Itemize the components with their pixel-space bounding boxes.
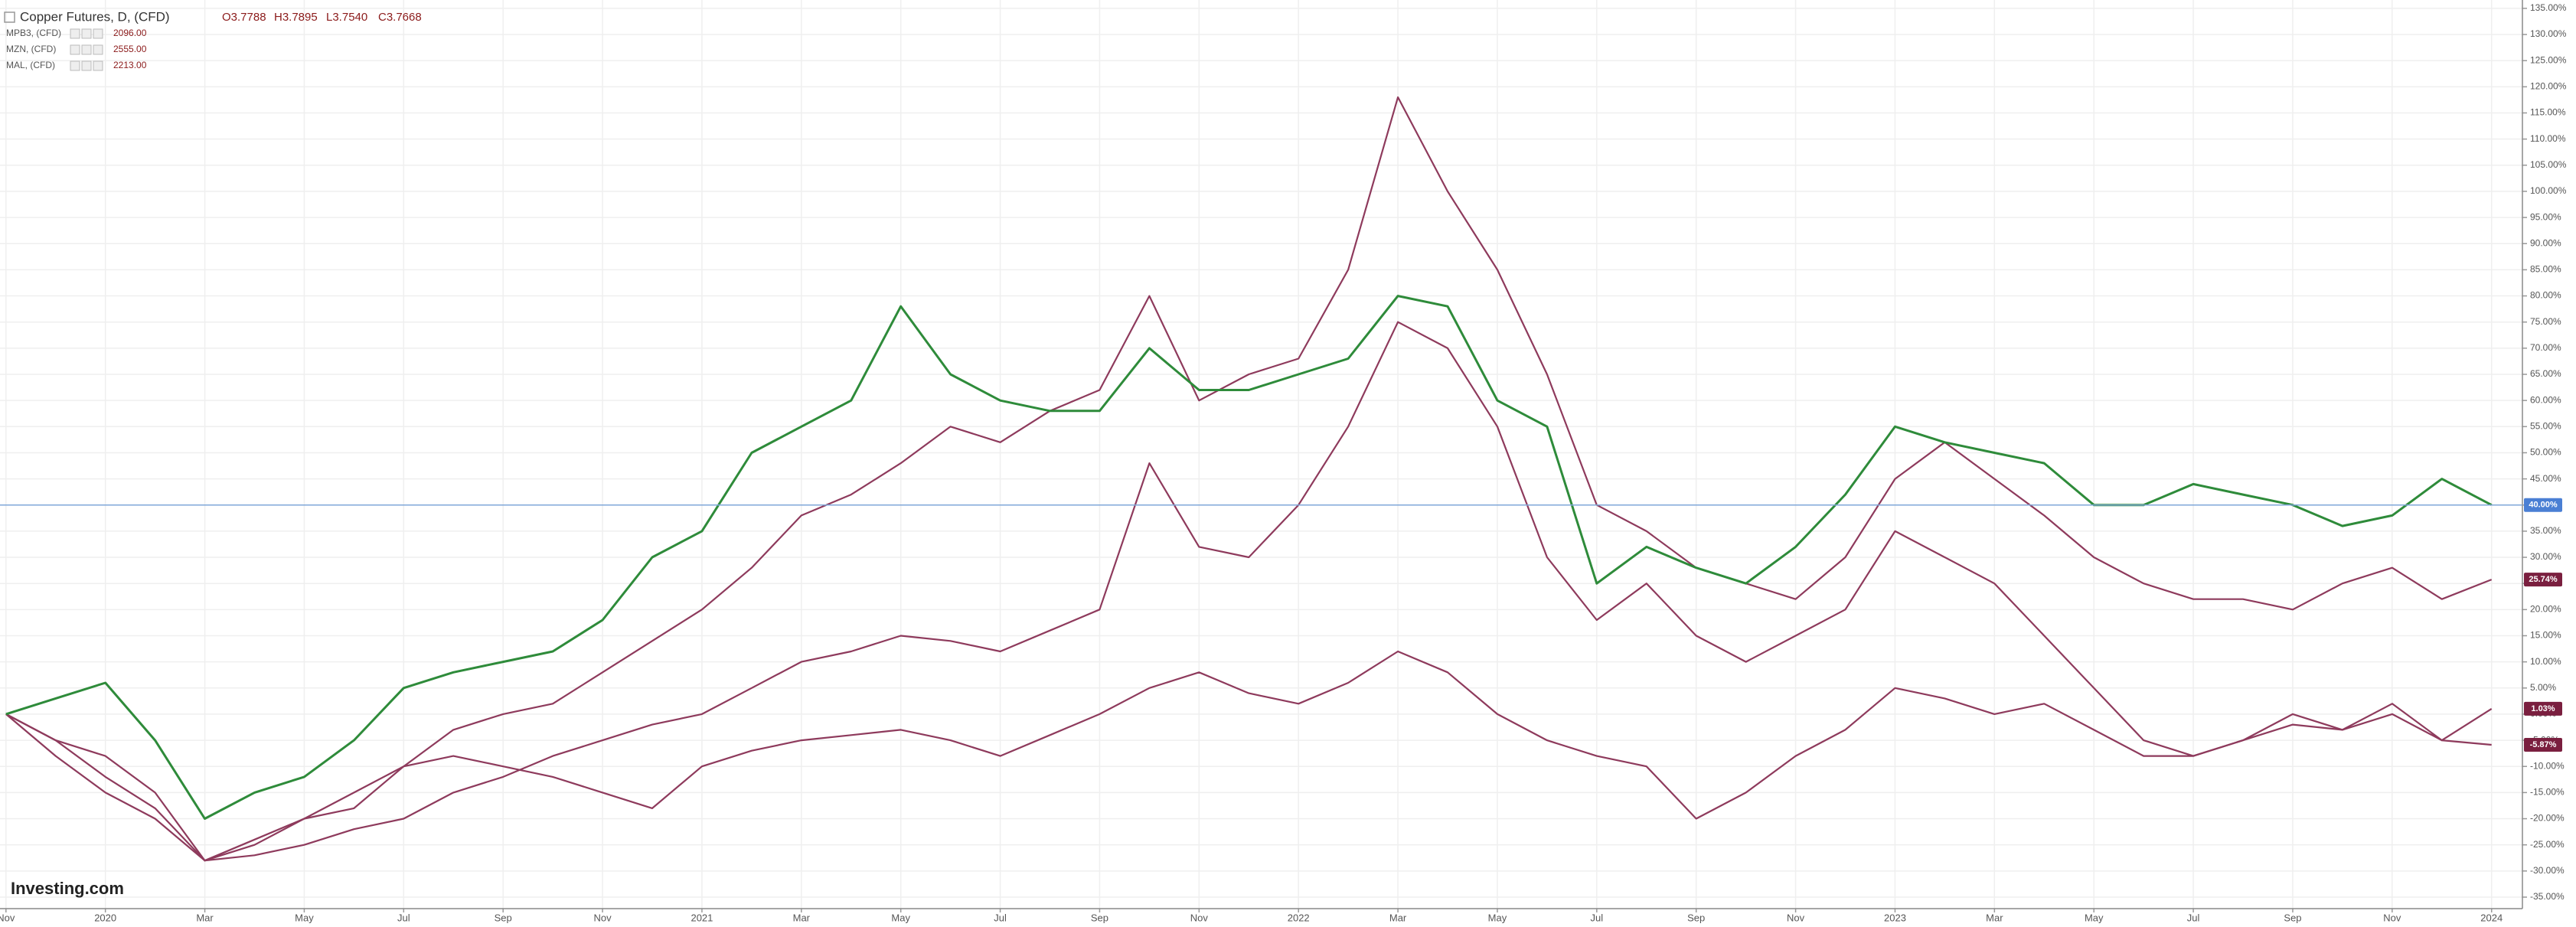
ohlc-value: C3.7668 <box>378 11 422 24</box>
x-tick-label: Sep <box>1091 912 1108 923</box>
y-tick-label: 60.00% <box>2530 394 2561 405</box>
x-tick-label: 2023 <box>1884 912 1906 923</box>
legend: Copper Futures, D, (CFD) O3.7788 H3.7895 L3… <box>4 9 422 71</box>
ohlc-value: H3.7895 <box>274 11 318 24</box>
x-tick-label: Jul <box>1591 912 1604 923</box>
x-tick-label: Mar <box>1389 912 1407 923</box>
last-value-box <box>2524 738 2562 752</box>
legend-price: 2213.00 <box>113 60 147 70</box>
series-line <box>5 295 2493 820</box>
y-tick-label: -15.00% <box>2530 787 2565 798</box>
x-tick-label: Nov <box>0 912 15 923</box>
legend-icon <box>70 60 80 71</box>
legend-icon <box>81 60 92 71</box>
y-tick-label: 80.00% <box>2530 290 2561 301</box>
x-tick-label: 2020 <box>94 912 116 923</box>
x-tick-label: Nov <box>1190 912 1209 923</box>
legend-icon <box>93 28 103 39</box>
last-value-label: -5.87% <box>2530 740 2557 749</box>
legend-price: 2555.00 <box>113 44 147 54</box>
x-tick-label: Jul <box>994 912 1007 923</box>
y-tick-label: 105.00% <box>2530 159 2567 170</box>
ohlc-value: O3.7788 <box>222 11 266 24</box>
x-tick-label: Sep <box>2284 912 2301 923</box>
legend-name: MZN, (CFD) <box>6 44 56 54</box>
legend-icon <box>70 28 80 39</box>
ohlc-value: L3.7540 <box>326 11 367 24</box>
y-tick-label: 55.00% <box>2530 420 2561 431</box>
y-tick-label: 100.00% <box>2530 185 2567 196</box>
x-tick-label: Jul <box>397 912 410 923</box>
legend-name: MAL, (CFD) <box>6 60 55 70</box>
y-tick-label: 30.00% <box>2530 551 2561 562</box>
y-tick-label: 110.00% <box>2530 133 2566 144</box>
y-tick-label: 50.00% <box>2530 447 2561 458</box>
y-tick-label: 95.00% <box>2530 211 2561 222</box>
x-tick-label: Mar <box>1986 912 2003 923</box>
y-tick-label: 85.00% <box>2530 264 2561 275</box>
x-tick-label: Mar <box>196 912 214 923</box>
watermark: Investing.com <box>11 879 124 898</box>
legend-icon <box>93 44 103 55</box>
x-tick-label: 2022 <box>1288 912 1310 923</box>
series-line <box>5 96 2493 862</box>
y-tick-label: 5.00% <box>2530 682 2556 693</box>
collapse-icon <box>4 11 15 23</box>
legend-icon <box>93 60 103 71</box>
x-tick-label: May <box>891 912 910 923</box>
legend-icon <box>81 44 92 55</box>
last-value-label: 40.00% <box>2529 501 2558 510</box>
y-tick-label: 35.00% <box>2530 525 2561 536</box>
legend-icon <box>81 28 92 39</box>
y-tick-label: -10.00% <box>2530 760 2565 771</box>
x-tick-label: Jul <box>2187 912 2200 923</box>
y-tick-label: 115.00% <box>2530 107 2566 118</box>
y-tick-label: -20.00% <box>2530 813 2565 824</box>
y-tick-label: -25.00% <box>2530 839 2565 850</box>
series-line <box>5 650 2492 862</box>
x-tick-label: May <box>2085 912 2104 923</box>
last-value-box <box>2524 498 2562 512</box>
y-tick-label: 45.00% <box>2530 473 2561 484</box>
x-tick-label: Mar <box>793 912 811 923</box>
x-tick-label: May <box>295 912 314 923</box>
y-tick-label: 90.00% <box>2530 237 2561 248</box>
y-tick-label: 120.00% <box>2530 81 2567 92</box>
y-tick-label: 20.00% <box>2530 604 2561 615</box>
y-tick-label: 130.00% <box>2530 28 2567 39</box>
y-tick-label: 10.00% <box>2530 656 2561 667</box>
last-value-label: 1.03% <box>2531 704 2555 713</box>
y-tick-label: -35.00% <box>2530 891 2565 902</box>
x-tick-label: 2024 <box>2480 912 2503 923</box>
x-tick-label: 2021 <box>691 912 713 923</box>
series-line <box>5 321 2493 862</box>
x-tick-label: Sep <box>495 912 512 923</box>
y-tick-label: 75.00% <box>2530 316 2561 327</box>
y-tick-label: 125.00% <box>2530 54 2567 65</box>
last-value-box <box>2524 573 2562 587</box>
chart-title: Copper Futures, D, (CFD) <box>20 9 170 24</box>
y-tick-label: -30.00% <box>2530 865 2565 876</box>
y-tick-label: 65.00% <box>2530 368 2561 379</box>
x-tick-label: Sep <box>1687 912 1705 923</box>
x-tick-label: Nov <box>2383 912 2401 923</box>
legend-name: MPB3, (CFD) <box>6 28 61 38</box>
x-tick-label: May <box>1488 912 1507 923</box>
y-tick-label: 135.00% <box>2530 2 2567 13</box>
last-value-box <box>2524 701 2562 716</box>
last-value-label: 25.74% <box>2529 575 2558 584</box>
legend-icon <box>70 44 80 55</box>
x-tick-label: Nov <box>1787 912 1805 923</box>
legend-price: 2096.00 <box>113 28 147 38</box>
x-tick-label: Nov <box>593 912 612 923</box>
y-tick-label: 15.00% <box>2530 630 2561 641</box>
y-tick-label: 70.00% <box>2530 342 2561 353</box>
